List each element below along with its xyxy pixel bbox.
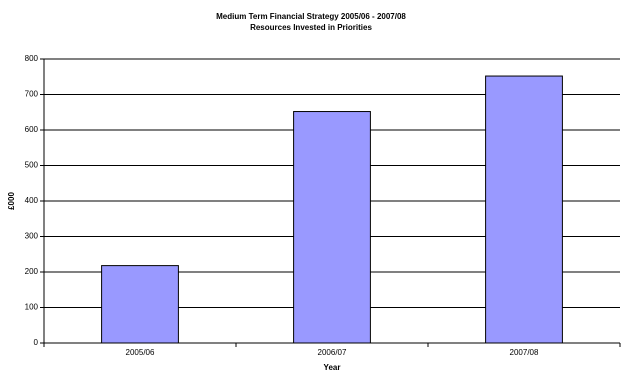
y-tick-label: 300 bbox=[25, 232, 39, 241]
y-tick-label: 0 bbox=[34, 338, 39, 347]
y-tick-label: 400 bbox=[25, 196, 39, 205]
y-tick-label: 800 bbox=[25, 54, 39, 63]
y-axis-label: £000 bbox=[7, 192, 16, 210]
y-tick-label: 500 bbox=[25, 161, 39, 170]
y-tick-label: 700 bbox=[25, 90, 39, 99]
y-tick-label: 600 bbox=[25, 125, 39, 134]
x-tick-label: 2007/08 bbox=[510, 348, 539, 357]
x-tick-label: 2005/06 bbox=[126, 348, 155, 357]
y-tick-label: 200 bbox=[25, 267, 39, 276]
chart-subtitle: Resources Invested in Priorities bbox=[250, 23, 372, 32]
y-tick-label: 100 bbox=[25, 303, 39, 312]
bar bbox=[485, 75, 563, 344]
bar bbox=[293, 111, 371, 344]
bar bbox=[101, 265, 179, 344]
chart-title: Medium Term Financial Strategy 2005/06 -… bbox=[216, 12, 406, 21]
x-tick-label: 2006/07 bbox=[318, 348, 347, 357]
x-axis-label: Year bbox=[324, 363, 341, 372]
